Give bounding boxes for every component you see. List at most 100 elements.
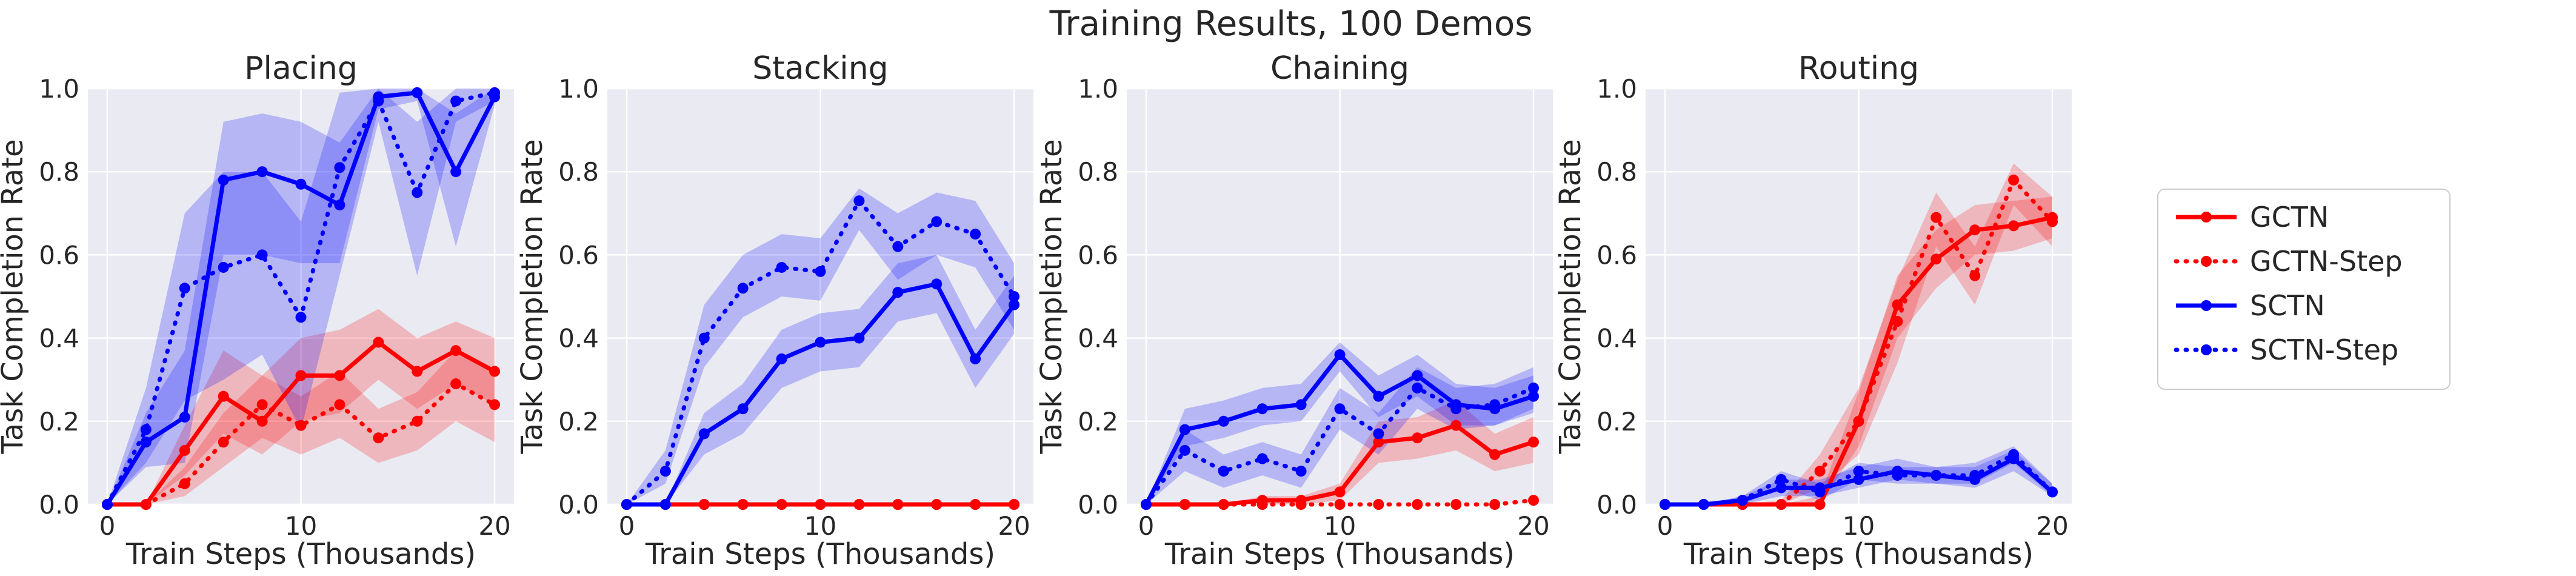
y-tick-label: 0.8 — [39, 157, 79, 187]
point-sctn-step — [1814, 486, 1826, 498]
panel-title: Stacking — [752, 50, 888, 87]
x-tick-label: 10 — [1843, 511, 1875, 541]
point-sctn-step — [101, 499, 113, 510]
point-sctn-step — [1373, 428, 1384, 440]
y-tick-label: 0.2 — [1078, 407, 1118, 437]
point-gctn-step — [256, 399, 268, 410]
point-gctn — [179, 444, 190, 456]
x-axis-label: Train Steps (Thousands) — [125, 537, 476, 571]
x-tick-label: 10 — [285, 511, 317, 541]
band-gctn — [1146, 400, 1534, 504]
point-sctn-step — [2047, 486, 2058, 498]
point-sctn-step — [970, 229, 981, 240]
x-tick-label: 20 — [998, 511, 1030, 541]
legend-marker — [2201, 256, 2212, 267]
point-sctn-step — [1737, 495, 1748, 506]
band-sctn — [107, 89, 495, 504]
point-gctn — [1334, 486, 1346, 498]
point-sctn — [1179, 424, 1190, 435]
point-gctn-step — [1969, 270, 1981, 281]
series-line-sctn-step — [624, 198, 1016, 507]
point-gctn-step — [179, 478, 190, 489]
point-sctn — [815, 337, 826, 348]
point-sctn-step — [1853, 466, 1864, 477]
point-sctn-step — [621, 499, 632, 510]
panel-chaining: 0.0 0.2 0.4 0.6 0.8 1.0 0 10 20 Chaining Train Ste… — [1035, 50, 1553, 571]
y-tick-label: 0.6 — [39, 240, 79, 270]
point-sctn — [256, 166, 268, 178]
point-gctn — [334, 370, 345, 381]
x-axis-label: Train Steps (Thousands) — [645, 537, 995, 571]
point-gctn — [1930, 253, 1942, 265]
point-sctn-step — [1775, 474, 1787, 485]
point-gctn-step — [218, 437, 229, 448]
y-tick-label: 0.4 — [1597, 324, 1637, 353]
point-gctn-step — [373, 432, 384, 444]
panel-routing: 0.0 0.2 0.4 0.6 0.8 1.0 0 10 20 Routing Train Step… — [1553, 50, 2072, 571]
x-tick-label: 0 — [1138, 511, 1155, 541]
point-gctn — [1528, 437, 1540, 448]
point-gctn-step — [412, 415, 423, 427]
legend-label: GCTN-Step — [2250, 245, 2403, 278]
point-sctn — [1218, 415, 1229, 427]
y-tick-label: 0.0 — [558, 490, 599, 520]
point-sctn-step — [218, 261, 229, 273]
point-sctn-step — [1009, 291, 1020, 302]
point-gctn — [1814, 499, 1826, 510]
panel-title: Placing — [244, 50, 358, 87]
point-sctn-step — [659, 466, 671, 477]
point-sctn-step — [1969, 469, 1981, 481]
legend-item-gctn-step: GCTN-Step — [2174, 245, 2403, 278]
point-sctn — [1853, 474, 1864, 485]
legend: GCTN GCTN-Step SCTN SCTN-Step — [2157, 189, 2451, 390]
panel-title: Chaining — [1270, 50, 1409, 87]
point-sctn-step — [179, 283, 190, 294]
point-gctn-step — [737, 499, 749, 510]
point-sctn-step — [334, 162, 345, 173]
point-gctn-step — [1412, 499, 1423, 510]
y-tick-label: 0.8 — [1078, 157, 1118, 187]
point-sctn-step — [776, 261, 787, 273]
point-sctn — [1412, 370, 1423, 381]
y-tick-label: 0.0 — [1078, 490, 1118, 520]
point-sctn — [450, 166, 462, 178]
point-gctn-step — [1373, 499, 1384, 510]
point-sctn-step — [256, 249, 268, 261]
y-tick-label: 0.8 — [558, 157, 599, 187]
y-tick-label: 0.0 — [1597, 490, 1637, 520]
point-gctn — [1412, 432, 1423, 444]
x-tick-label: 10 — [1324, 511, 1356, 541]
point-sctn-step — [373, 95, 384, 107]
point-gctn — [1373, 437, 1384, 448]
point-sctn-step — [140, 424, 152, 435]
y-tick-label: 0.0 — [39, 490, 79, 520]
point-sctn — [1528, 390, 1540, 402]
point-gctn-step — [334, 399, 345, 410]
point-sctn-step — [1698, 499, 1709, 510]
x-tick-label: 10 — [804, 511, 836, 541]
x-tick-label: 0 — [619, 511, 635, 541]
legend-marker — [2201, 212, 2212, 223]
point-gctn — [1450, 420, 1462, 431]
x-axis-label: Train Steps (Thousands) — [1683, 537, 2034, 571]
point-sctn-step — [892, 241, 904, 252]
point-gctn-step — [1450, 499, 1462, 510]
point-sctn-step — [295, 312, 307, 323]
point-sctn-step — [1930, 469, 1942, 481]
point-sctn-step — [2008, 449, 2020, 460]
point-sctn-step — [737, 283, 749, 294]
legend-marker — [2201, 344, 2212, 355]
point-sctn-step — [815, 266, 826, 277]
point-sctn — [853, 332, 865, 344]
point-gctn-step — [776, 499, 787, 510]
point-sctn — [892, 287, 904, 298]
point-sctn-step — [1218, 466, 1229, 477]
x-tick-label: 20 — [2036, 511, 2068, 541]
series-line-gctn-step — [105, 381, 497, 507]
y-axis-label: Task Completion Rate — [1035, 139, 1069, 454]
point-sctn-step — [1489, 399, 1501, 410]
legend-item-gctn: GCTN — [2176, 201, 2329, 233]
legend-item-sctn-step: SCTN-Step — [2174, 333, 2398, 366]
legend-item-sctn: SCTN — [2176, 289, 2325, 322]
